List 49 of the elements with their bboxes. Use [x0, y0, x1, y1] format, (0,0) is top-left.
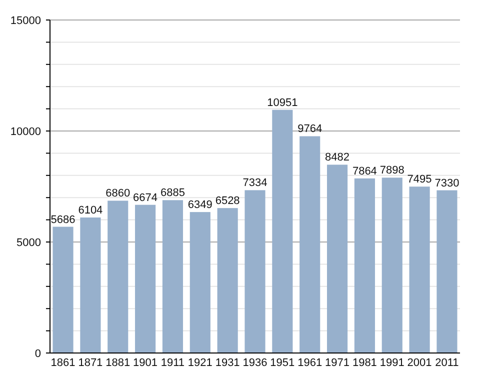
x-tick-label: 1921: [188, 357, 212, 369]
data-label: 7495: [407, 174, 432, 186]
bar: [354, 178, 375, 353]
data-label: 6349: [188, 199, 212, 212]
bar: [52, 226, 74, 353]
bar: [436, 190, 458, 353]
bar: [80, 217, 101, 353]
x-tick-label: 1961: [298, 357, 322, 369]
data-label: 6104: [78, 204, 103, 216]
data-label: 7864: [352, 165, 377, 178]
x-tick-label: 1991: [380, 357, 404, 369]
x-tick-label: 1871: [78, 357, 103, 369]
x-tick-label: 1951: [270, 357, 295, 369]
bar: [135, 204, 156, 353]
bar: [162, 200, 184, 353]
bar: [300, 136, 320, 353]
bar: [326, 164, 348, 353]
bar: [409, 186, 430, 353]
bar: [272, 110, 293, 353]
y-tick-label: 10000: [10, 126, 41, 138]
y-tick-label: 5000: [16, 236, 41, 249]
bar: [244, 190, 266, 353]
bar: [382, 178, 402, 353]
data-label: 10951: [267, 96, 298, 109]
y-tick-label: 15000: [10, 14, 41, 27]
x-tick-label: 1931: [215, 357, 240, 369]
data-label: 6528: [215, 195, 240, 208]
bar: [217, 208, 238, 353]
x-tick-label: 2001: [407, 357, 432, 369]
x-tick-label: 1881: [106, 357, 130, 369]
data-label: 5686: [50, 214, 76, 226]
y-tick-label: 0: [34, 348, 41, 360]
data-label: 7898: [380, 164, 404, 177]
data-label: 9764: [298, 123, 322, 136]
data-label: 7330: [434, 177, 460, 190]
x-tick-label: 1936: [242, 357, 268, 369]
x-tick-label: 1981: [352, 357, 377, 369]
x-tick-label: 1861: [50, 357, 76, 369]
data-label: 8482: [325, 152, 350, 164]
data-label: 6674: [133, 192, 158, 204]
x-tick-label: 1901: [133, 357, 158, 369]
bar: [190, 212, 210, 353]
data-label: 6885: [160, 187, 185, 200]
x-tick-label: 1971: [325, 357, 350, 369]
x-tick-label: 2011: [435, 357, 459, 369]
bar: [108, 200, 128, 353]
data-label: 7334: [242, 177, 268, 190]
x-tick-label: 1911: [160, 357, 185, 369]
data-label: 6860: [106, 188, 130, 200]
